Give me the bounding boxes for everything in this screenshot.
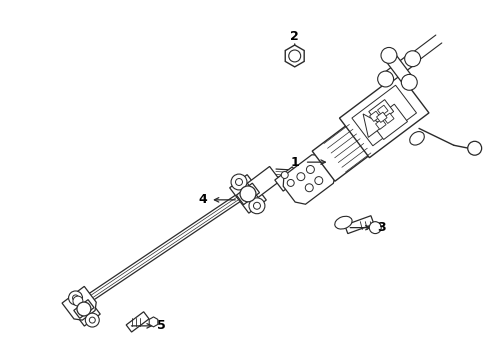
Polygon shape — [126, 312, 149, 332]
Polygon shape — [383, 51, 413, 86]
Ellipse shape — [409, 132, 424, 145]
Ellipse shape — [72, 295, 79, 301]
Ellipse shape — [89, 317, 95, 323]
Polygon shape — [339, 73, 428, 158]
Ellipse shape — [377, 71, 393, 87]
Polygon shape — [375, 119, 386, 129]
Text: 3: 3 — [376, 221, 385, 234]
Ellipse shape — [306, 166, 314, 174]
Ellipse shape — [230, 174, 246, 190]
Ellipse shape — [235, 179, 242, 185]
Ellipse shape — [286, 180, 294, 186]
Polygon shape — [370, 104, 407, 140]
Ellipse shape — [380, 48, 396, 63]
Polygon shape — [311, 115, 382, 181]
Polygon shape — [377, 105, 387, 116]
Polygon shape — [376, 112, 386, 122]
Text: 2: 2 — [290, 30, 299, 42]
Polygon shape — [363, 114, 384, 138]
Ellipse shape — [73, 296, 83, 306]
Polygon shape — [149, 317, 158, 327]
Polygon shape — [368, 100, 393, 123]
Ellipse shape — [467, 141, 481, 155]
Ellipse shape — [296, 173, 304, 181]
Ellipse shape — [281, 172, 287, 179]
Polygon shape — [62, 286, 96, 320]
Ellipse shape — [368, 222, 381, 234]
Polygon shape — [344, 216, 373, 234]
Ellipse shape — [77, 302, 91, 316]
Ellipse shape — [314, 177, 322, 185]
Ellipse shape — [401, 75, 416, 90]
Polygon shape — [283, 155, 336, 204]
Polygon shape — [369, 111, 379, 121]
Ellipse shape — [404, 51, 420, 67]
Text: 4: 4 — [198, 193, 207, 206]
Polygon shape — [381, 54, 416, 84]
Text: 1: 1 — [290, 156, 299, 168]
Ellipse shape — [248, 198, 264, 214]
Ellipse shape — [253, 202, 260, 209]
Ellipse shape — [85, 313, 99, 327]
Ellipse shape — [68, 291, 82, 305]
Text: 5: 5 — [157, 319, 166, 332]
Polygon shape — [229, 175, 266, 213]
Polygon shape — [285, 45, 304, 67]
Polygon shape — [247, 166, 280, 197]
Polygon shape — [274, 167, 300, 191]
Ellipse shape — [305, 184, 313, 192]
Ellipse shape — [334, 216, 351, 229]
Polygon shape — [67, 292, 100, 326]
Polygon shape — [236, 183, 259, 204]
Ellipse shape — [288, 50, 300, 62]
Polygon shape — [351, 85, 416, 146]
Polygon shape — [74, 300, 94, 318]
Polygon shape — [383, 113, 393, 123]
Ellipse shape — [240, 186, 255, 202]
